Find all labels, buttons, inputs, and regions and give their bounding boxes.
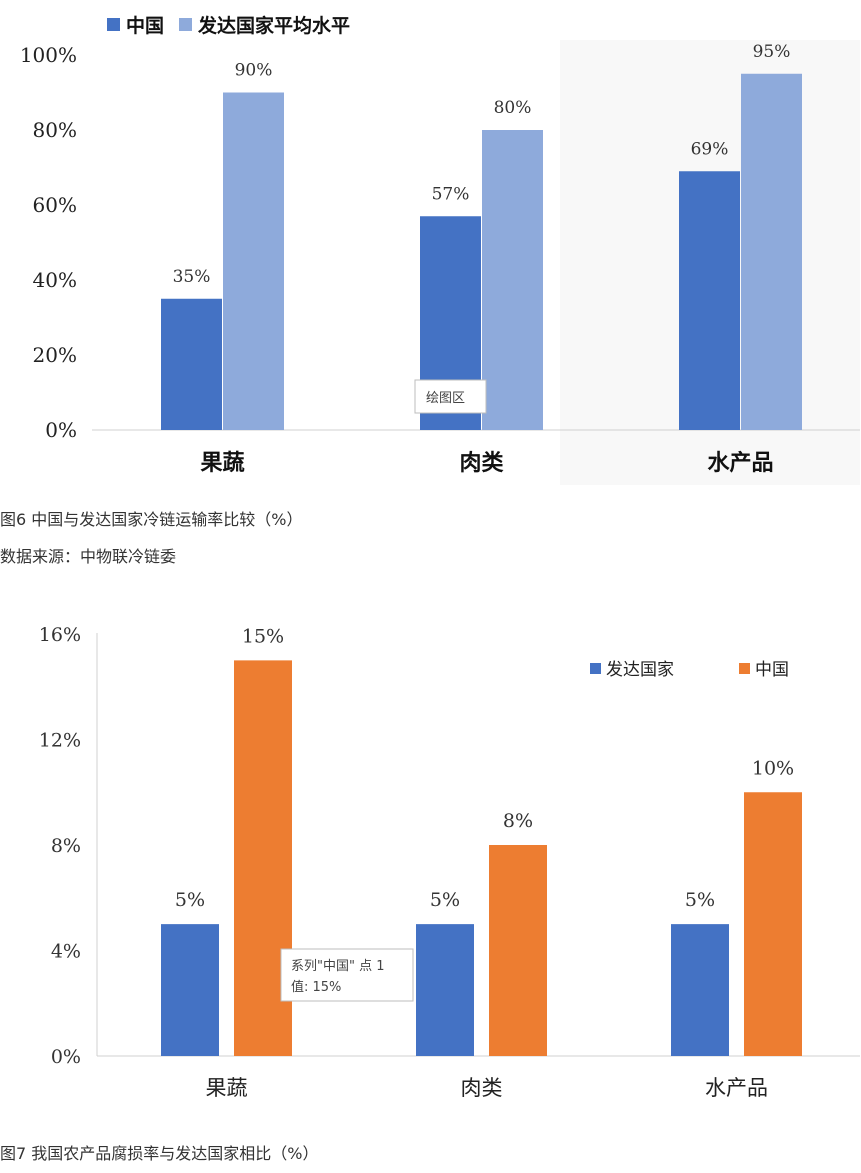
bar-1-1: [482, 130, 543, 430]
tooltip-box: [414, 379, 487, 414]
bar-2-0: [671, 924, 729, 1056]
tooltip: 绘图区: [414, 379, 487, 414]
category-label: 肉类: [459, 451, 504, 476]
legend-swatch-developed: [590, 663, 601, 674]
tooltip: 系列"中国" 点 1 值: 15%: [280, 948, 414, 1002]
y-tick-label: 80%: [33, 118, 77, 142]
data-labels: 35% 90% 57% 80% 69% 95%: [173, 42, 791, 287]
data-label: 69%: [691, 139, 729, 159]
data-label: 57%: [432, 184, 470, 204]
category-label: 水产品: [707, 451, 773, 476]
legend-label-china: 中国: [755, 660, 789, 680]
data-label: 15%: [242, 625, 284, 647]
bar-0-0: [161, 298, 222, 430]
y-tick-label: 12%: [39, 730, 81, 752]
legend-swatch-developed: [179, 18, 192, 31]
legend-swatch-china: [739, 663, 750, 674]
category-label: 果蔬: [206, 1076, 248, 1100]
data-label: 80%: [494, 98, 532, 118]
data-label: 5%: [685, 889, 715, 911]
bar-2-0: [679, 171, 740, 430]
bars: [161, 660, 802, 1056]
y-tick-label: 100%: [20, 43, 77, 67]
category-labels: 果蔬 肉类 水产品: [200, 451, 773, 476]
data-label: 5%: [430, 889, 460, 911]
data-label: 95%: [753, 42, 791, 62]
figure-7-caption: 图7 我国农产品腐损率与发达国家相比（%）: [0, 1144, 319, 1163]
y-tick-label: 16%: [39, 624, 81, 646]
y-axis-ticks: 0% 20% 40% 60% 80% 100%: [20, 43, 77, 442]
legend: 发达国家 中国: [590, 660, 789, 680]
y-axis-ticks: 0% 4% 8% 12% 16%: [39, 624, 81, 1068]
tooltip-box: [280, 948, 414, 1002]
bar-2-1: [741, 73, 802, 430]
chart-cold-chain-rate: 中国 发达国家平均水平 0% 20% 40% 60% 80% 100% 35% 90% 57%…: [20, 14, 860, 485]
chart-loss-rate: 0% 4% 8% 12% 16% 5% 15% 5% 8% 5% 10% 果蔬 肉类 水产品 发达国家…: [39, 624, 860, 1100]
y-tick-label: 0%: [45, 418, 77, 442]
y-tick-label: 4%: [51, 941, 81, 963]
y-tick-label: 8%: [51, 835, 81, 857]
tooltip-line-2: 值: 15%: [291, 979, 341, 995]
bar-2-1: [744, 792, 802, 1056]
legend-label-developed: 发达国家平均水平: [197, 14, 350, 37]
y-tick-label: 60%: [33, 193, 77, 217]
data-label: 8%: [503, 810, 533, 832]
legend-label-developed: 发达国家: [606, 660, 674, 680]
bar-1-0: [416, 924, 474, 1056]
category-label: 肉类: [461, 1076, 503, 1100]
bars: [161, 73, 802, 430]
data-label: 5%: [175, 889, 205, 911]
tooltip-line-1: 系列"中国" 点 1: [291, 959, 385, 974]
y-tick-label: 20%: [33, 343, 77, 367]
bar-0-0: [161, 924, 219, 1056]
category-label: 果蔬: [200, 451, 244, 476]
tooltip-text: 绘图区: [426, 391, 465, 406]
data-label: 35%: [173, 267, 211, 287]
legend-label-china: 中国: [126, 14, 164, 37]
y-tick-label: 40%: [33, 268, 77, 292]
legend-swatch-china: [107, 18, 120, 31]
bar-0-1: [223, 92, 284, 430]
data-label: 90%: [235, 61, 273, 81]
data-label: 10%: [752, 757, 794, 779]
figure-6-source: 数据来源：中物联冷链委: [0, 547, 177, 566]
bar-1-1: [489, 845, 547, 1056]
data-labels: 5% 15% 5% 8% 5% 10%: [175, 625, 794, 911]
category-label: 水产品: [705, 1076, 768, 1100]
figure-6-caption: 图6 中国与发达国家冷链运输率比较（%）: [0, 510, 303, 529]
category-labels: 果蔬 肉类 水产品: [206, 1076, 769, 1100]
y-tick-label: 0%: [51, 1046, 81, 1068]
legend: 中国 发达国家平均水平: [107, 14, 350, 37]
